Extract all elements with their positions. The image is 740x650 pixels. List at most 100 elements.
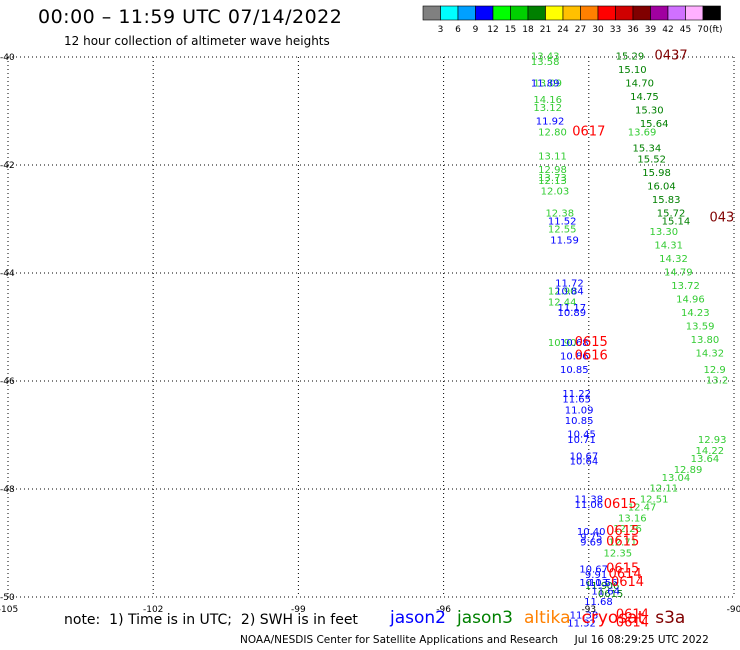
wave-height-label: 14.32 xyxy=(695,349,724,360)
wave-height-label: 13.09 xyxy=(533,79,562,90)
wave-height-label: 10.71 xyxy=(567,435,596,446)
wave-height-label: 9.69 xyxy=(580,538,602,549)
x-tick-label: -96 xyxy=(436,605,451,615)
wave-height-label: 0614 xyxy=(611,575,644,590)
wave-height-label: 0616 xyxy=(575,348,608,363)
wave-height-label: 11.92 xyxy=(536,117,565,128)
satellite-legend-item: altika xyxy=(524,608,571,628)
wave-height-label: 10.45 xyxy=(567,430,596,441)
wave-height-label: 13.30 xyxy=(649,227,678,238)
wave-height-label: 12.47 xyxy=(628,503,657,514)
satellite-legend-item: s3a xyxy=(655,608,686,628)
wave-height-label: 0617 xyxy=(572,124,605,139)
wave-height-label: 10.85 xyxy=(560,365,589,376)
wave-height-label: 0615 xyxy=(598,589,623,600)
wave-height-label: 15.83 xyxy=(652,195,681,206)
wave-height-label: 11.65 xyxy=(562,395,591,406)
y-tick-label: -44 xyxy=(0,269,15,279)
wave-height-label: 13.43 xyxy=(531,52,560,63)
wave-height-label: 9.91 xyxy=(585,570,607,581)
y-tick-label: -46 xyxy=(0,377,15,387)
wave-height-label: 14.70 xyxy=(625,79,654,90)
wave-height-label: 14.22 xyxy=(695,446,724,457)
wave-height-label: 12.9 xyxy=(704,365,726,376)
wave-height-label: 16.04 xyxy=(647,181,676,192)
wave-height-label: 11.72 xyxy=(555,279,584,290)
wave-height-label: 15.52 xyxy=(637,154,666,165)
wave-height-label: 11.17 xyxy=(558,303,587,314)
x-tick-label: -99 xyxy=(291,605,306,615)
wave-height-label: 10.40 xyxy=(577,527,606,538)
wave-height-label: 12.13 xyxy=(538,176,567,187)
wave-height-label: 12.51 xyxy=(640,495,669,506)
legend-tick-label: 6 xyxy=(455,25,461,35)
wave-height-label: 11.32 xyxy=(567,619,596,630)
legend-tick-label: 12 xyxy=(487,25,498,35)
wave-height-label: 15.10 xyxy=(618,65,647,76)
wave-height-label: 15.30 xyxy=(635,106,664,117)
wave-height-label: 11.68 xyxy=(584,597,613,608)
wave-height-label: 11.89 xyxy=(531,79,560,90)
wave-height-label: 06 xyxy=(607,581,620,592)
legend-tick-label: 42 xyxy=(662,25,673,35)
grid-lines xyxy=(7,56,735,598)
legend-tick-label: 33 xyxy=(610,25,621,35)
wave-height-label: 13.12 xyxy=(533,103,562,114)
legend-tick-label: 9 xyxy=(473,25,479,35)
wave-height-label: 11.59 xyxy=(550,235,579,246)
wave-height-label: 14.75 xyxy=(630,92,659,103)
wave-height-label: 14.96 xyxy=(676,295,705,306)
legend-tick-label: 3 xyxy=(438,25,444,35)
satellite-legend: jason2 jason3 altika cryosat s3a xyxy=(390,608,685,628)
wave-height-label: 13.58 xyxy=(531,57,560,68)
wave-height-label: 11.38 xyxy=(570,611,599,622)
legend-tick-label: 36 xyxy=(627,25,639,35)
wave-height-label: 15.72 xyxy=(657,208,686,219)
wave-height-label: 12.71 xyxy=(608,538,637,549)
legend-tick-label: 15 xyxy=(505,25,516,35)
legend-tick-label: 30 xyxy=(592,25,604,35)
wave-height-label: 10.03 xyxy=(579,578,608,589)
wave-height-label: 12.55 xyxy=(548,225,577,236)
legend-tick-label: 70 xyxy=(697,25,709,35)
legend-tick-label: 27 xyxy=(575,25,586,35)
wave-height-label: 14.16 xyxy=(533,95,562,106)
page-subtitle: 12 hour collection of altimeter wave hei… xyxy=(64,34,330,48)
wave-height-label: 14.31 xyxy=(654,241,683,252)
wave-height-label: 12.90 xyxy=(548,287,577,298)
y-tick-label: -40 xyxy=(0,53,15,63)
wave-height-label: 0614 xyxy=(616,608,649,623)
wave-height-label: 12.03 xyxy=(541,187,570,198)
wave-height-label: 11.06 xyxy=(574,500,603,511)
wave-height-label: 10.86 xyxy=(560,351,589,362)
y-tick-label: -50 xyxy=(0,593,15,603)
wave-height-label: 14.32 xyxy=(659,254,688,265)
wave-height-label: 15.98 xyxy=(642,168,671,179)
wave-height-label: 0615 xyxy=(606,535,639,550)
wave-height-label: 12.80 xyxy=(538,127,567,138)
wave-height-label: 0437 xyxy=(655,49,688,64)
wave-height-label: 10.67 xyxy=(579,565,608,576)
footer-note: note: 1) Time is in UTC; 2) SWH is in fe… xyxy=(64,612,358,628)
wave-height-label: 14.79 xyxy=(664,268,693,279)
wave-height-label: 0614 xyxy=(616,616,649,631)
wave-height-label: 15.34 xyxy=(633,144,662,155)
wave-height-label: 13.59 xyxy=(686,322,715,333)
wave-height-label: 13.80 xyxy=(691,335,720,346)
wave-height-label: 12.89 xyxy=(674,465,703,476)
y-tick-label: -48 xyxy=(0,485,15,495)
legend-tick-label: 39 xyxy=(645,25,657,35)
wave-height-label: 13.64 xyxy=(691,454,720,465)
wave-height-label: 15.14 xyxy=(662,216,691,227)
wave-height-label: 10.85 xyxy=(565,416,594,427)
wave-height-label: 11.38 xyxy=(574,495,603,506)
wave-height-label: 0614 xyxy=(609,567,642,582)
wave-height-label: 11.09 xyxy=(565,405,594,416)
legend-tick-label: 21 xyxy=(540,25,551,35)
wave-height-label: 12.38 xyxy=(545,208,574,219)
wave-height-label: 10.90 xyxy=(548,338,577,349)
wave-height-label: 13.11 xyxy=(538,152,567,163)
color-scale-legend: 3 6 9 12 15 18 21 24 27 30 33 36 39 42 45 70 (ft) xyxy=(422,5,723,35)
